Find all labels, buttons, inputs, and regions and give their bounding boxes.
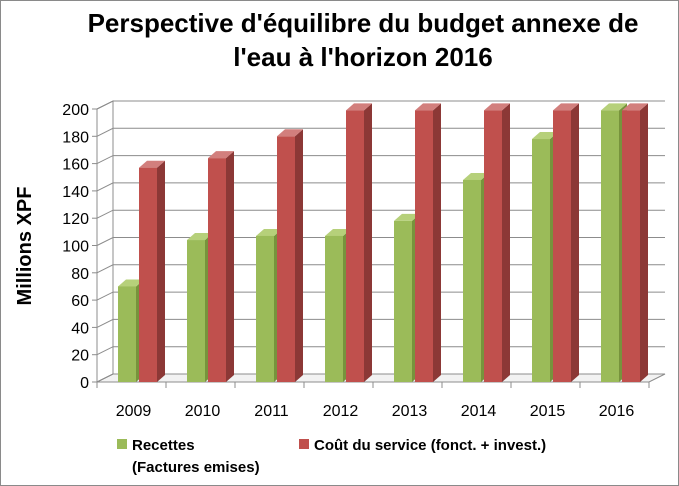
plot-area: 0 20 40 60 80 100 120 140 160 180 200 2009 2010 2011 2… [62, 100, 666, 420]
y-axis-label: Millions XPF [14, 187, 36, 306]
y-tick-label: 200 [62, 102, 89, 119]
legend: Recettes (Factures emises) Coût du servi… [117, 437, 546, 476]
y-tick-label: 140 [62, 184, 89, 201]
x-tick-label-2015: 2015 [530, 403, 566, 420]
bar-top-recettes-2014 [463, 172, 489, 180]
bar-recettes-2012 [325, 235, 343, 382]
bar-cout-du-service-2013 [415, 110, 433, 383]
x-tick-label-2009: 2009 [116, 403, 152, 420]
bar-top-cout-du-service-2016 [622, 103, 648, 111]
y-tick-label: 60 [71, 293, 89, 310]
bar-top-cout-du-service-2014 [484, 103, 510, 111]
bar-recettes-2015 [532, 139, 550, 382]
bar-top-cout-du-service-2013 [415, 103, 441, 111]
bar-recettes-2009 [118, 286, 136, 382]
bar-side-cout-du-service-2016 [640, 103, 648, 383]
chart-title-line-1: Perspective d'équilibre du budget annexe… [88, 8, 639, 38]
bar-cout-du-service-2009 [139, 167, 157, 382]
legend-label-recettes-line-1: Recettes [132, 437, 195, 454]
y-tick-label: 100 [62, 239, 89, 256]
gridline [96, 127, 665, 137]
bar-recettes-2014 [463, 179, 481, 382]
bar-cout-du-service-2011 [277, 136, 295, 382]
y-tick-label: 160 [62, 157, 89, 174]
bar-top-recettes-2013 [394, 213, 420, 221]
bar-top-cout-du-service-2010 [208, 151, 234, 159]
bar-recettes-2016 [601, 110, 619, 383]
bar-side-cout-du-service-2009 [157, 160, 165, 382]
legend-swatch-cout-du-service [299, 439, 309, 449]
gridline [96, 155, 665, 165]
bar-recettes-2010 [187, 240, 205, 382]
bar-side-cout-du-service-2011 [295, 129, 303, 382]
y-tick-label: 180 [62, 129, 89, 146]
bar-top-cout-du-service-2012 [346, 103, 372, 111]
x-tick-label-2016: 2016 [599, 403, 635, 420]
bar-side-cout-du-service-2014 [502, 103, 510, 383]
legend-label-recettes-line-2: (Factures emises) [132, 459, 260, 476]
x-tick-label-2012: 2012 [323, 403, 359, 420]
y-tick-label: 0 [80, 375, 89, 392]
bar-cout-du-service-2014 [484, 110, 502, 383]
y-tick-label: 120 [62, 211, 89, 228]
x-tick-label-2014: 2014 [461, 403, 497, 420]
chart-title-line-2: l'eau à l'horizon 2016 [233, 42, 492, 72]
bar-side-cout-du-service-2012 [364, 103, 372, 383]
y-tick-label: 20 [71, 348, 89, 365]
bar-top-cout-du-service-2015 [553, 103, 579, 111]
bar-top-cout-du-service-2009 [139, 160, 165, 168]
bar-side-cout-du-service-2015 [571, 103, 579, 383]
floor [96, 373, 666, 383]
bar-top-recettes-2010 [187, 233, 213, 241]
bar-side-cout-du-service-2010 [226, 151, 234, 382]
bar-top-cout-du-service-2011 [277, 129, 303, 137]
bar-top-recettes-2009 [118, 279, 144, 287]
bar-top-recettes-2016 [601, 103, 627, 111]
bar-cout-du-service-2012 [346, 110, 364, 383]
bar-top-recettes-2011 [256, 228, 282, 236]
bar-top-recettes-2012 [325, 228, 351, 236]
y-tick-label: 80 [71, 266, 89, 283]
bar-side-cout-du-service-2013 [433, 103, 441, 383]
y-tick-label: 40 [71, 320, 89, 337]
bar-top-recettes-2015 [532, 132, 558, 140]
bar-recettes-2013 [394, 220, 412, 382]
x-tick-label-2013: 2013 [392, 403, 428, 420]
legend-label-cout-du-service: Coût du service (fonct. + invest.) [314, 437, 546, 454]
x-tick-label-2010: 2010 [185, 403, 221, 420]
bar-cout-du-service-2015 [553, 110, 571, 383]
x-tick-label-2011: 2011 [254, 403, 289, 420]
bar-cout-du-service-2016 [622, 110, 640, 383]
bar-cout-du-service-2010 [208, 158, 226, 382]
bar-recettes-2011 [256, 235, 274, 382]
legend-swatch-recettes [117, 439, 127, 449]
gridline [96, 100, 665, 110]
